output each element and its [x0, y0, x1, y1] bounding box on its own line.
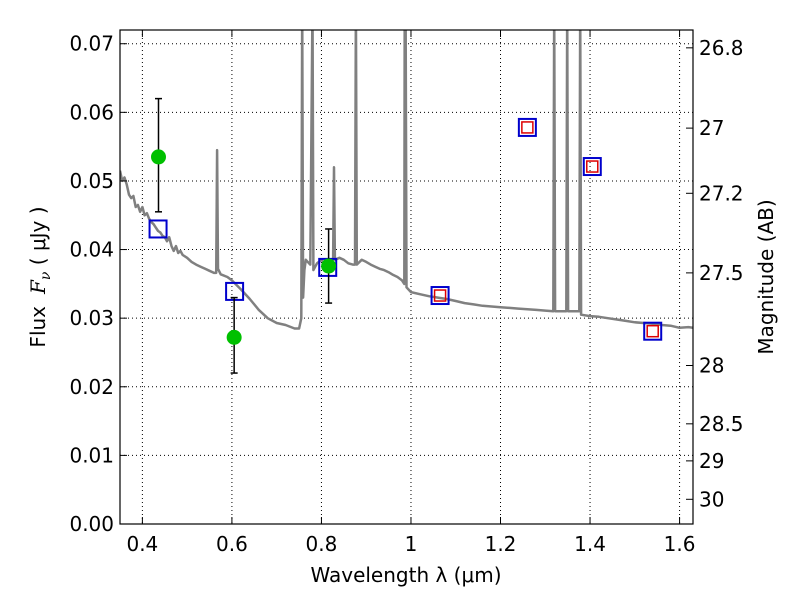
y2-tick-labels: 26.8 27 27.2 27.5 28 28.5 29 30 — [699, 36, 744, 511]
tick-marks — [120, 30, 693, 525]
y2-tick-label: 27.2 — [699, 181, 744, 205]
model-photometry-point — [517, 117, 537, 137]
y-tick-labels: 0.00 0.01 0.02 0.03 0.04 0.05 0.06 0.07 — [69, 32, 114, 536]
sed-model-line — [120, 30, 693, 330]
plot-frame — [119, 29, 694, 525]
y-tick-label: 0.04 — [69, 238, 114, 262]
y-tick-label: 0.02 — [69, 375, 114, 399]
x-tick-label: 0.4 — [126, 532, 158, 556]
y-axis-label: Flux Fν ( μJy ) — [26, 206, 54, 347]
red-square-point — [586, 160, 599, 173]
y-axis-label-subscript: ν — [38, 271, 54, 280]
y2-tick-label: 27.5 — [699, 261, 744, 285]
red-square-point — [433, 289, 447, 302]
model-photometry-point — [148, 219, 168, 239]
model-photometry-point — [643, 321, 663, 341]
x-tick-label: 1 — [405, 532, 418, 556]
y2-tick-label: 30 — [699, 487, 724, 511]
model-photometry-point — [430, 286, 450, 306]
y2-tick-label: 28 — [699, 354, 724, 378]
y-tick-label: 0.05 — [69, 169, 114, 193]
y2-tick-label: 26.8 — [699, 36, 744, 60]
y-tick-label: 0.06 — [69, 100, 114, 124]
plot-area — [120, 30, 693, 374]
y-tick-label: 0.03 — [69, 306, 114, 330]
y2-tick-label: 27 — [699, 116, 724, 140]
y2-tick-label: 29 — [699, 449, 724, 473]
y-tick-label: 0.01 — [69, 443, 114, 467]
x-tick-label: 0.6 — [216, 532, 248, 556]
y-axis-label-symbol: F — [26, 279, 50, 295]
y-tick-label: 0.00 — [69, 512, 114, 536]
x-tick-label: 1.2 — [485, 532, 517, 556]
observed-point — [226, 329, 242, 345]
y-axis-label-units: ( μJy ) — [26, 206, 50, 271]
x-axis-label: Wavelength λ (μm) — [310, 563, 501, 587]
y-tick-label: 0.07 — [69, 32, 114, 56]
x-tick-labels: 0.4 0.6 0.8 1 1.2 1.4 1.6 — [126, 532, 695, 556]
x-tick-label: 1.6 — [664, 532, 696, 556]
y2-axis-label: Magnitude (AB) — [754, 199, 778, 354]
red-square-point — [646, 324, 659, 338]
y2-tick-label: 28.5 — [699, 412, 744, 436]
x-tick-label: 0.8 — [306, 532, 338, 556]
y-axis-label-text: Flux — [26, 306, 50, 348]
observed-point — [321, 258, 337, 274]
observed-point — [150, 149, 166, 165]
red-square-point — [521, 121, 534, 134]
model-photometry-point — [582, 157, 602, 177]
x-tick-label: 1.4 — [574, 532, 606, 556]
